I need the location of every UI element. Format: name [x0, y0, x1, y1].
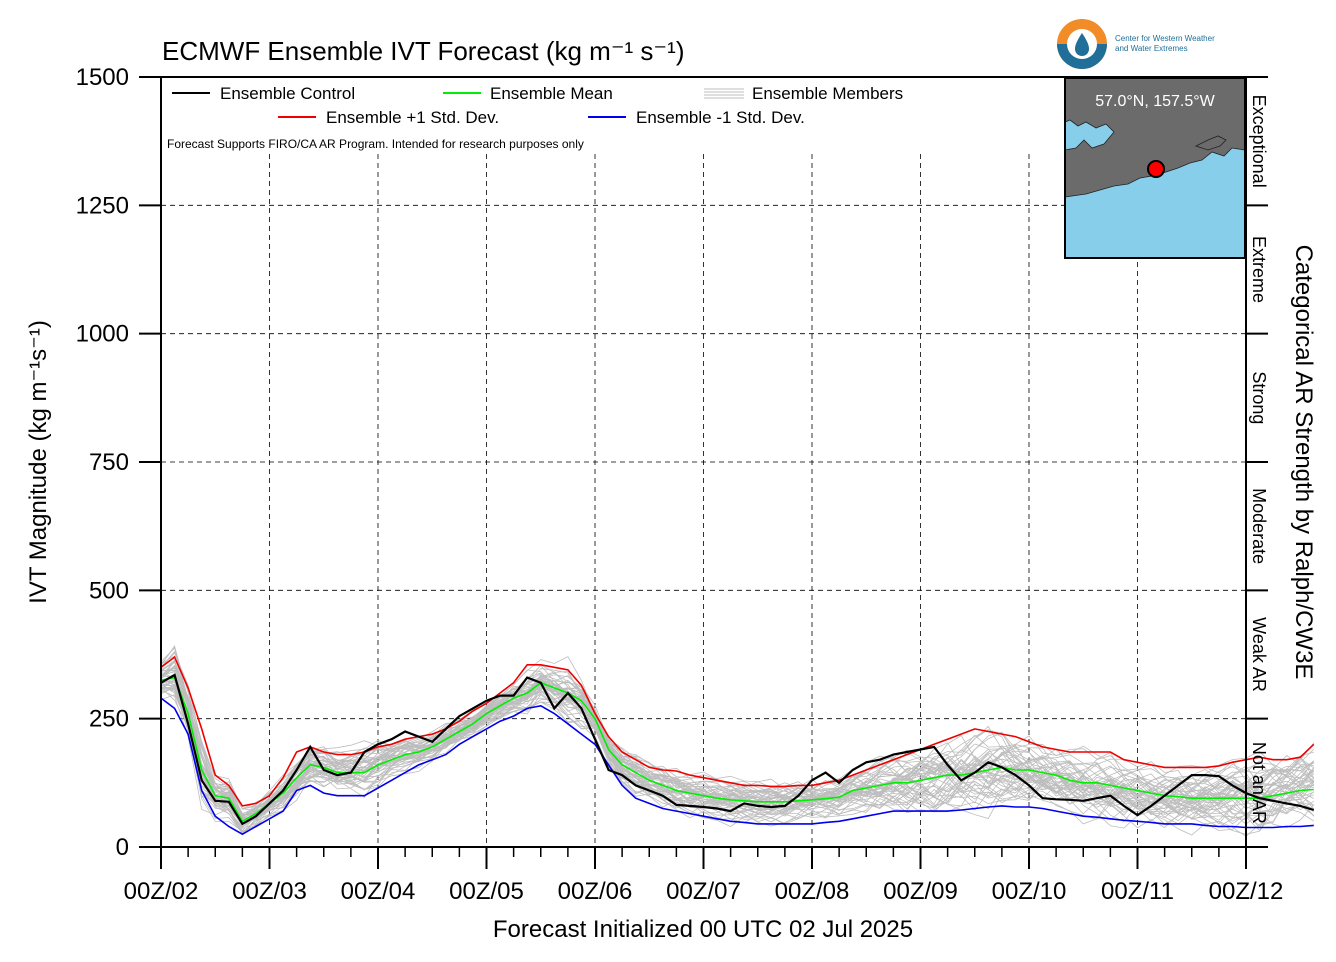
category-label: Extreme	[1249, 236, 1269, 303]
ensemble-member-line	[160, 659, 1315, 812]
legend-label-members: Ensemble Members	[752, 84, 903, 103]
research-note: Forecast Supports FIRO/CA AR Program. In…	[167, 137, 584, 151]
plot-grid	[161, 154, 1246, 847]
x-tick-label: 00Z/09	[883, 878, 958, 905]
inset-location-label: 57.0°N, 157.5°W	[1095, 93, 1215, 110]
cw3e-logo: Center for Western Weather and Water Ext…	[1057, 19, 1215, 69]
x-tick-label: 00Z/06	[558, 878, 633, 905]
ensemble-member-line	[160, 673, 1315, 824]
ensemble-member-line	[160, 671, 1314, 825]
category-layer: Not an AR Weak AR Moderate Strong Extreme Exc…	[1246, 76, 1269, 848]
y-tick-label: 750	[89, 449, 129, 476]
x-tick-label: 00Z/07	[666, 878, 741, 905]
x-axis-label: Forecast Initialized 00 UTC 02 Jul 2025	[493, 916, 913, 943]
series-line-control	[160, 673, 1315, 826]
inset-land-mainland	[1064, 77, 1246, 198]
x-tick-label: 00Z/03	[232, 878, 307, 905]
y-tick-label: 1250	[76, 192, 129, 219]
y-tick-label: 250	[89, 706, 129, 733]
series-line-mean	[160, 676, 1314, 823]
legend-label-mean: Ensemble Mean	[490, 84, 613, 103]
chart-title: ECMWF Ensemble IVT Forecast (kg m⁻¹ s⁻¹)	[162, 36, 684, 66]
x-tick-label: 00Z/08	[775, 878, 850, 905]
legend: Ensemble Control Ensemble Mean Ensemble …	[167, 84, 903, 151]
category-label: Moderate	[1249, 488, 1269, 564]
x-tick-label: 00Z/05	[449, 878, 524, 905]
stat-series-layer	[160, 655, 1315, 836]
ensemble-member-line	[160, 683, 1314, 817]
legend-swatch-members	[704, 88, 744, 99]
ensemble-member-line	[160, 679, 1315, 829]
y-tick-label: 1500	[76, 64, 129, 91]
ensemble-member-line	[160, 667, 1315, 819]
ensemble-members-layer	[160, 644, 1315, 837]
y-tick-label: 500	[89, 577, 129, 604]
axis-ticks-layer: 0 250 500 750 1000 1250 1500 00Z/02 00Z/03 00Z/04…	[76, 64, 1284, 905]
logo-text-line2: and Water Extremes	[1115, 44, 1188, 53]
y-tick-label: 0	[116, 834, 129, 861]
x-tick-label: 00Z/04	[341, 878, 416, 905]
inset-land-island	[1194, 135, 1227, 151]
category-axis-label: Categorical AR Strength by Ralph/CW3E	[1290, 245, 1317, 680]
logo-text-line1: Center for Western Weather	[1115, 34, 1215, 43]
y-axis-label: IVT Magnitude (kg m⁻¹s⁻¹)	[25, 320, 52, 604]
x-tick-label: 00Z/02	[124, 878, 199, 905]
x-tick-label: 00Z/11	[1101, 878, 1174, 905]
series-line-plus	[160, 655, 1315, 807]
x-tick-label: 00Z/10	[992, 878, 1067, 905]
location-inset-map: 57.0°N, 157.5°W	[1064, 77, 1246, 259]
legend-label-minus: Ensemble -1 Std. Dev.	[636, 108, 805, 127]
ensemble-member-line	[160, 671, 1314, 835]
legend-label-plus: Ensemble +1 Std. Dev.	[326, 108, 499, 127]
category-label: Strong	[1249, 371, 1269, 424]
series-line-minus	[160, 697, 1314, 836]
ensemble-member-line	[160, 681, 1314, 829]
y-tick-label: 1000	[76, 321, 129, 348]
x-tick-label: 00Z/12	[1209, 878, 1284, 905]
location-marker	[1147, 160, 1165, 178]
legend-label-control: Ensemble Control	[220, 84, 355, 103]
ensemble-member-line	[160, 679, 1314, 823]
category-label: Not an AR	[1249, 742, 1269, 824]
category-label: Exceptional	[1249, 95, 1269, 188]
ensemble-member-line	[160, 678, 1314, 822]
ensemble-member-line	[160, 683, 1315, 816]
category-label: Weak AR	[1249, 617, 1269, 692]
